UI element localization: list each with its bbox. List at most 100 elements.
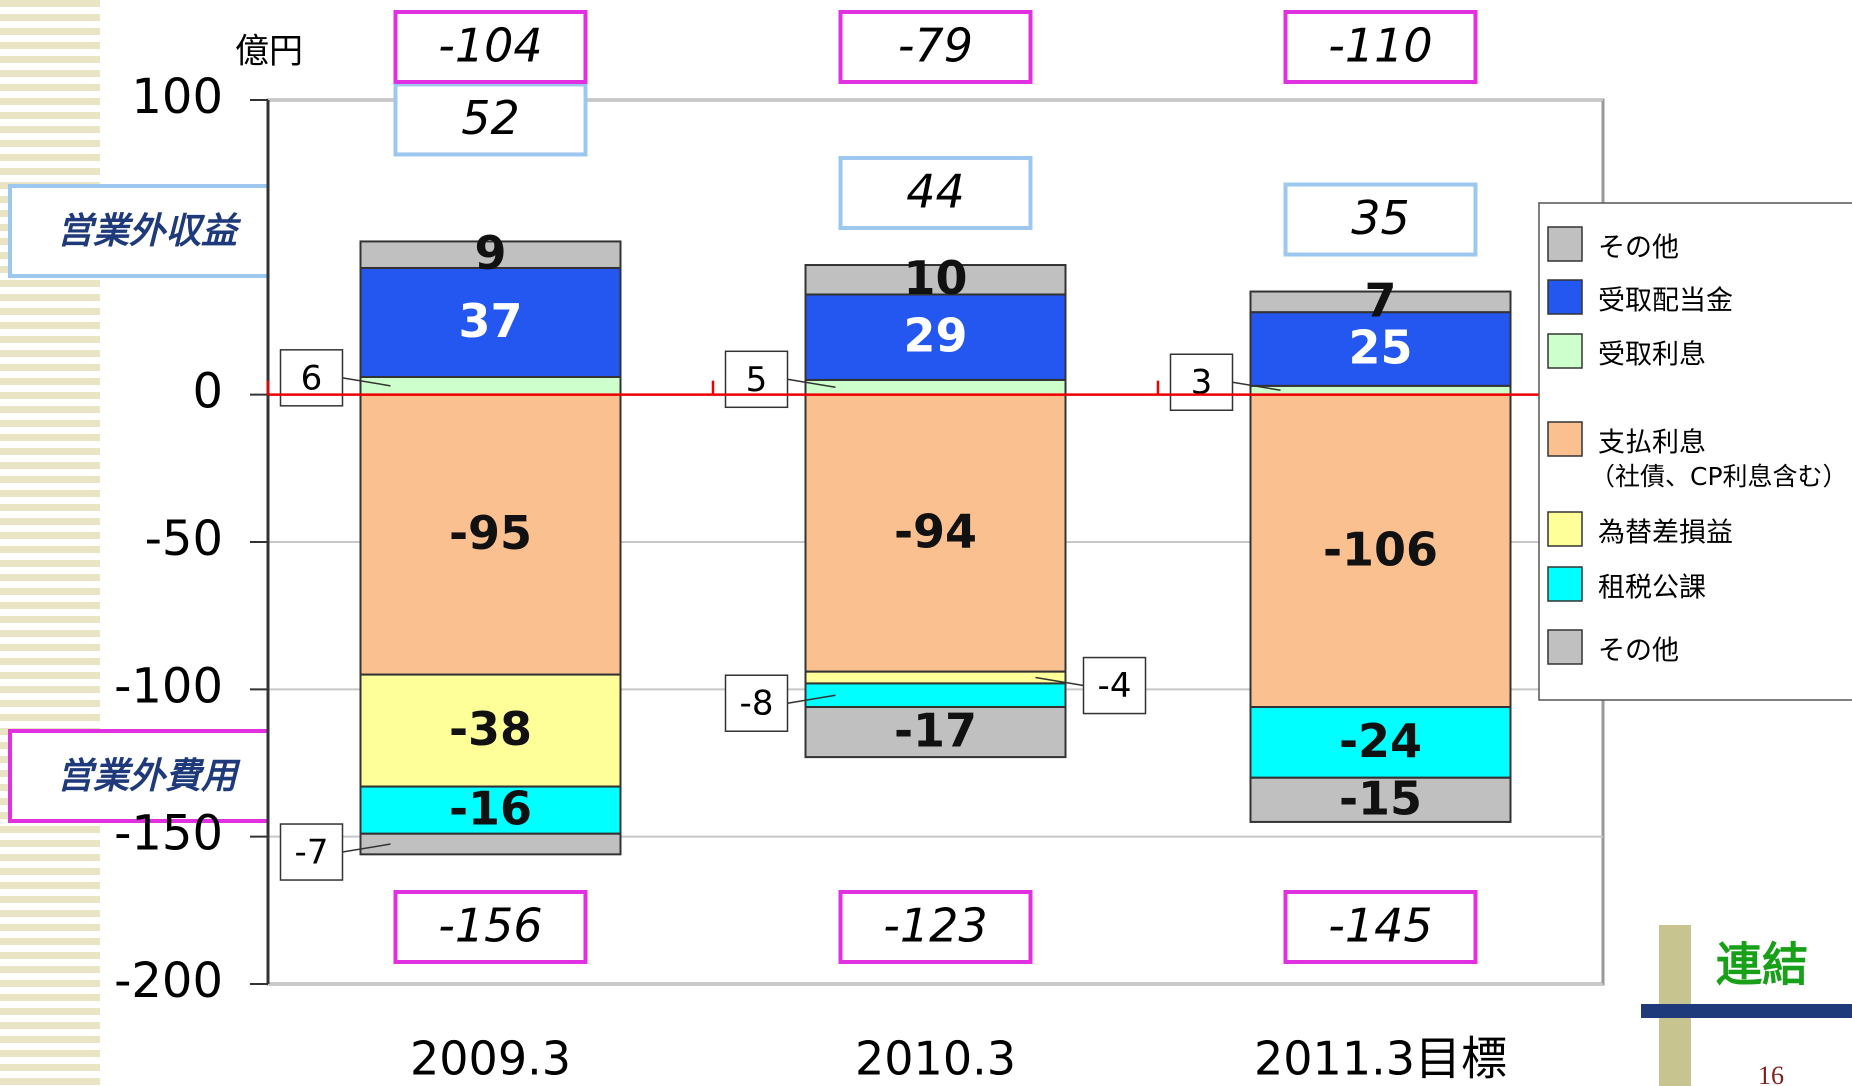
x-tick-label: 2011.3目標	[1254, 1032, 1507, 1086]
y-tick-label: -150	[114, 806, 223, 862]
expense-total: -123	[883, 899, 987, 953]
data-label: -24	[1339, 714, 1422, 768]
y-tick-label: -100	[114, 658, 223, 714]
income-total: 52	[461, 91, 520, 145]
income-total-box	[1283, 182, 1478, 257]
data-label: -94	[894, 505, 977, 559]
net-total: -104	[438, 19, 542, 73]
bar-segment	[804, 706, 1067, 759]
legend-swatch	[1547, 333, 1583, 369]
callout-line	[787, 378, 836, 389]
expense-total-box	[393, 890, 588, 964]
legend-label: 為替差損益	[1598, 518, 1733, 549]
legend-label: 受取利息	[1598, 340, 1706, 371]
data-label: -7	[295, 833, 329, 873]
data-label: 3	[1191, 363, 1213, 403]
legend-label: 支払利息	[1598, 428, 1706, 459]
badge: 連結	[1716, 938, 1808, 992]
income-label: 営業外収益	[57, 211, 242, 252]
y-tick-label: -50	[145, 511, 223, 567]
callout-line	[342, 377, 391, 387]
net-total-box	[1283, 10, 1478, 84]
income-total: 35	[1351, 191, 1410, 245]
bar-segment	[804, 393, 1067, 673]
data-label: -16	[449, 782, 532, 836]
legend-swatch	[1547, 226, 1583, 262]
data-label: 10	[903, 251, 967, 305]
net-total: -79	[898, 19, 973, 73]
callout-line	[1035, 676, 1084, 687]
bar-segment	[359, 375, 622, 396]
net-total: -110	[1328, 19, 1432, 73]
legend-swatch	[1547, 566, 1583, 602]
bar-segment	[804, 293, 1067, 381]
data-label: 6	[301, 358, 323, 398]
callout-line	[342, 843, 391, 853]
data-label: 7	[1364, 273, 1396, 327]
x-tick-label: 2010.3	[855, 1032, 1016, 1086]
data-label: 25	[1348, 320, 1412, 374]
data-label: -106	[1323, 522, 1438, 576]
bar-segment	[359, 832, 622, 856]
legend-note: （社債、CP利息含む）	[1590, 462, 1848, 491]
page-number: 16	[1758, 1061, 1784, 1086]
legend-label: 租税公課	[1598, 573, 1706, 604]
bar-segment	[1249, 384, 1512, 396]
bar-segment	[1249, 776, 1512, 823]
legend-swatch	[1547, 511, 1583, 547]
expense-total: -145	[1328, 899, 1432, 953]
y-tick-label: 100	[131, 69, 223, 125]
unit-label: 億円	[235, 32, 303, 72]
data-label: -95	[449, 506, 532, 560]
bar-segment	[1249, 706, 1512, 779]
bar-segment	[804, 264, 1067, 296]
expense-total-box	[1283, 890, 1478, 964]
income-total-box	[393, 82, 588, 157]
income-total: 44	[906, 165, 965, 219]
legend	[1538, 202, 1852, 701]
data-label: -8	[740, 684, 774, 724]
callout-box	[724, 674, 789, 732]
income-box	[8, 184, 286, 278]
legend-label: その他	[1598, 233, 1679, 264]
callout-box	[279, 349, 344, 407]
bar-segment	[359, 266, 622, 378]
expense-box	[8, 729, 286, 823]
income-total-box	[838, 156, 1033, 231]
data-label: -38	[449, 702, 532, 756]
legend-swatch	[1547, 279, 1583, 315]
callout-box	[1169, 353, 1234, 411]
bar-segment	[804, 378, 1067, 396]
data-label: 29	[903, 309, 967, 363]
expense-label: 営業外費用	[57, 756, 241, 797]
callout-box	[279, 823, 344, 881]
net-total-box	[838, 10, 1033, 84]
x-tick-label: 2009.3	[410, 1032, 571, 1086]
expense-total-box	[838, 890, 1033, 964]
data-label: -17	[894, 704, 977, 758]
badge-line	[1641, 1004, 1852, 1018]
bar-segment	[1249, 311, 1512, 387]
legend-label: 受取配当金	[1598, 286, 1733, 317]
callout-box	[1082, 656, 1147, 715]
callout-box	[724, 350, 789, 409]
bar-segment	[359, 785, 622, 835]
data-label: 9	[474, 226, 506, 280]
data-label: 37	[458, 294, 522, 348]
bar-segment	[1249, 290, 1512, 314]
data-label: -15	[1339, 771, 1422, 825]
data-label: -4	[1098, 666, 1132, 706]
bar-segment	[359, 673, 622, 788]
side-stripes	[0, 0, 100, 1086]
expense-total: -156	[438, 899, 542, 953]
bar-segment	[804, 670, 1067, 685]
legend-label: その他	[1598, 636, 1679, 667]
y-tick-label: 0	[192, 364, 223, 420]
bar-segment	[359, 240, 622, 269]
net-total-box	[393, 10, 588, 84]
legend-swatch	[1547, 629, 1583, 665]
legend-swatch	[1547, 421, 1583, 457]
callout-line	[787, 694, 836, 704]
y-tick-label: -200	[114, 953, 223, 1009]
